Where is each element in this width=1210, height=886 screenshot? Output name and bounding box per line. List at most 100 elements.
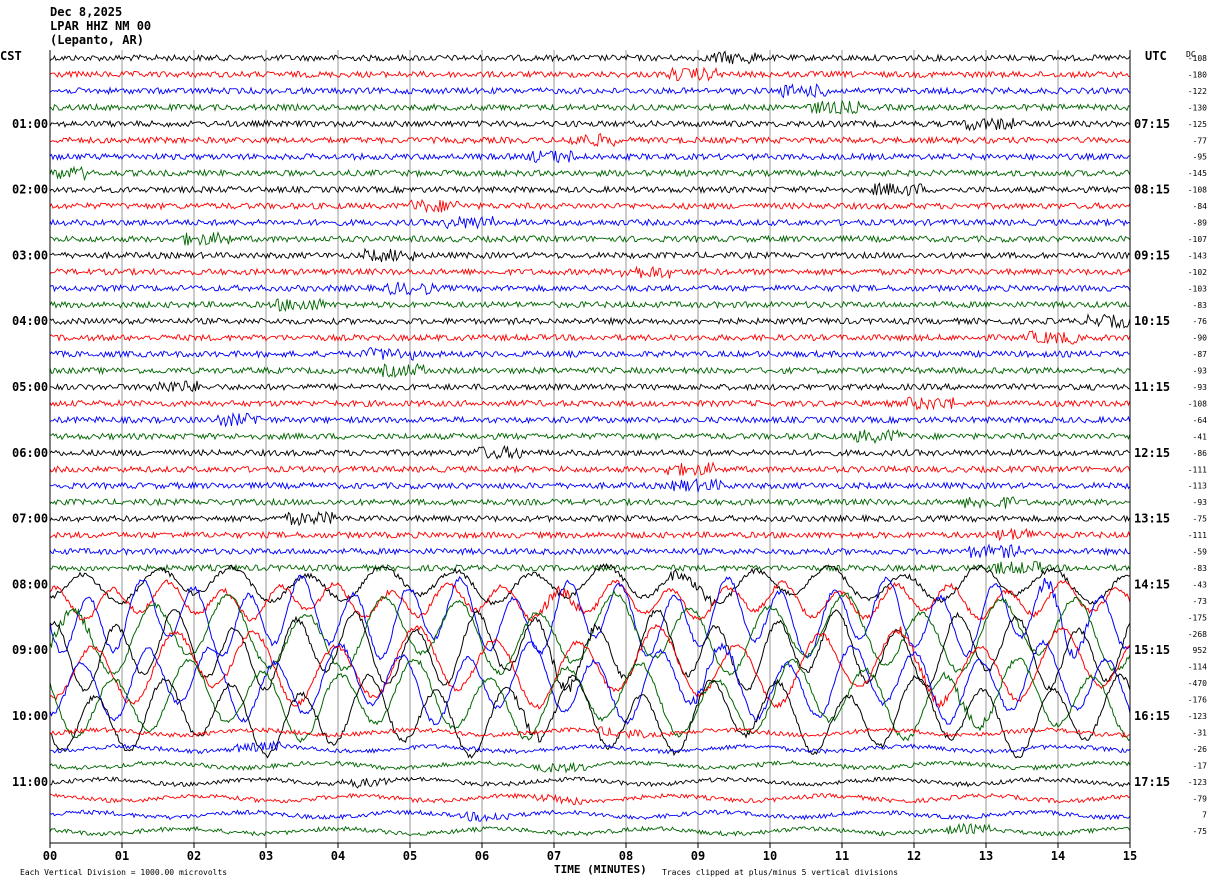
dc-offset-label-9: -108 <box>1188 186 1207 195</box>
trace-line-44 <box>49 759 1131 774</box>
dc-label: DC <box>1186 50 1196 59</box>
right-hour-label-1415: 14:15 <box>1134 577 1170 591</box>
x-tick-label-08: 08 <box>619 849 633 863</box>
dc-offset-label-42: -31 <box>1193 728 1208 737</box>
x-tick-label-15: 15 <box>1123 849 1137 863</box>
trace-line-26 <box>49 461 1131 477</box>
dc-offset-label-37: 952 <box>1193 646 1208 655</box>
trace-line-23 <box>49 411 1131 428</box>
dc-offset-label-33: -43 <box>1193 580 1208 589</box>
dc-offset-label-32: -83 <box>1193 564 1208 573</box>
right-hour-label-1015: 10:15 <box>1134 314 1170 328</box>
dc-offset-label-45: -123 <box>1188 778 1207 787</box>
right-hour-label-1715: 17:15 <box>1134 775 1170 789</box>
trace-line-22 <box>49 396 1131 411</box>
dc-offset-label-30: -111 <box>1188 531 1207 540</box>
trace-line-27 <box>49 477 1131 493</box>
header-date: Dec 8,2025 <box>50 5 123 19</box>
x-tick-label-10: 10 <box>763 849 777 863</box>
trace-line-14 <box>49 265 1131 279</box>
trace-line-48 <box>49 822 1131 837</box>
trace-line-38 <box>49 623 1131 710</box>
left-hour-label-0700: 07:00 <box>12 512 48 526</box>
dc-offset-label-25: -86 <box>1193 449 1208 458</box>
x-tick-label-13: 13 <box>979 849 993 863</box>
trace-line-29 <box>49 510 1131 527</box>
dc-offset-label-6: -77 <box>1193 136 1208 145</box>
right-hour-label-0915: 09:15 <box>1134 248 1170 262</box>
x-tick-label-07: 07 <box>547 849 561 863</box>
dc-offset-label-13: -143 <box>1188 251 1207 260</box>
left-hour-label-0900: 09:00 <box>12 643 48 657</box>
x-tick-label-05: 05 <box>403 849 417 863</box>
scale-note: Each Vertical Division = 1000.00 microvo… <box>20 868 227 877</box>
left-hour-label-0500: 05:00 <box>12 380 48 394</box>
dc-offset-label-46: -79 <box>1193 794 1208 803</box>
header-location: (Lepanto, AR) <box>50 33 144 47</box>
clip-note: Traces clipped at plus/minus 5 vertical … <box>662 868 898 877</box>
left-timezone-label: CST <box>0 49 22 63</box>
left-hour-label-0600: 06:00 <box>12 446 48 460</box>
x-tick-label-02: 02 <box>187 849 201 863</box>
left-hour-label-0100: 01:00 <box>12 117 48 131</box>
chart-labels: -108 -180 -122 -130 -125 -77 -95 -145 -108 -84 -89… <box>12 54 1207 863</box>
x-tick-label-09: 09 <box>691 849 705 863</box>
header-station: LPAR HHZ NM 00 <box>50 19 152 33</box>
dc-offset-label-34: -73 <box>1193 597 1208 606</box>
dc-offset-label-5: -125 <box>1188 120 1207 129</box>
trace-line-31 <box>49 543 1131 559</box>
dc-offset-label-28: -93 <box>1193 498 1208 507</box>
dc-offset-label-26: -111 <box>1188 465 1207 474</box>
dc-offset-label-39: -470 <box>1188 679 1207 688</box>
dc-offset-label-8: -145 <box>1188 169 1207 178</box>
trace-line-16 <box>49 297 1131 313</box>
right-hour-label-1515: 15:15 <box>1134 643 1170 657</box>
x-tick-label-12: 12 <box>907 849 921 863</box>
left-hour-label-1100: 11:00 <box>12 775 48 789</box>
dc-offset-label-35: -175 <box>1188 613 1207 622</box>
trace-line-41 <box>49 673 1131 759</box>
trace-line-47 <box>49 809 1131 823</box>
chart-axes <box>49 50 1131 848</box>
right-hour-label-1615: 16:15 <box>1134 709 1170 723</box>
trace-line-8 <box>49 165 1131 182</box>
trace-line-28 <box>49 496 1131 510</box>
x-tick-label-04: 04 <box>331 849 345 863</box>
trace-line-42 <box>49 726 1131 740</box>
dc-offset-label-19: -87 <box>1193 350 1208 359</box>
trace-line-6 <box>49 133 1131 148</box>
left-hour-label-0300: 03:00 <box>12 248 48 262</box>
trace-line-40 <box>49 657 1131 744</box>
right-hour-label-0715: 07:15 <box>1134 117 1170 131</box>
right-hour-label-1315: 13:15 <box>1134 512 1170 526</box>
left-hour-label-0400: 04:00 <box>12 314 48 328</box>
dc-offset-label-48: -75 <box>1193 827 1208 836</box>
trace-line-18 <box>49 330 1131 345</box>
dc-offset-label-18: -90 <box>1193 334 1208 343</box>
trace-line-13 <box>50 247 1131 263</box>
x-tick-label-00: 00 <box>43 849 57 863</box>
dc-offset-label-43: -26 <box>1193 745 1208 754</box>
trace-line-43 <box>50 740 1131 755</box>
trace-line-9 <box>49 182 1131 197</box>
dc-offset-label-21: -93 <box>1193 383 1208 392</box>
trace-line-25 <box>49 444 1131 460</box>
dc-offset-label-3: -122 <box>1188 87 1207 96</box>
right-hour-label-1115: 11:15 <box>1134 380 1170 394</box>
trace-line-30 <box>49 527 1131 542</box>
trace-line-5 <box>49 117 1131 132</box>
trace-line-46 <box>49 792 1131 805</box>
left-hour-label-0200: 02:00 <box>12 183 48 197</box>
dc-offset-label-44: -17 <box>1193 761 1208 770</box>
dc-offset-label-41: -123 <box>1188 712 1207 721</box>
trace-line-17 <box>49 313 1131 329</box>
trace-line-4 <box>49 99 1131 115</box>
seismic-traces <box>49 50 1131 837</box>
trace-line-10 <box>49 198 1131 214</box>
dc-offset-label-4: -130 <box>1188 103 1207 112</box>
dc-offset-label-29: -75 <box>1193 515 1208 524</box>
trace-line-12 <box>49 231 1131 246</box>
trace-line-35 <box>49 574 1131 661</box>
left-hour-label-1000: 10:00 <box>12 709 48 723</box>
